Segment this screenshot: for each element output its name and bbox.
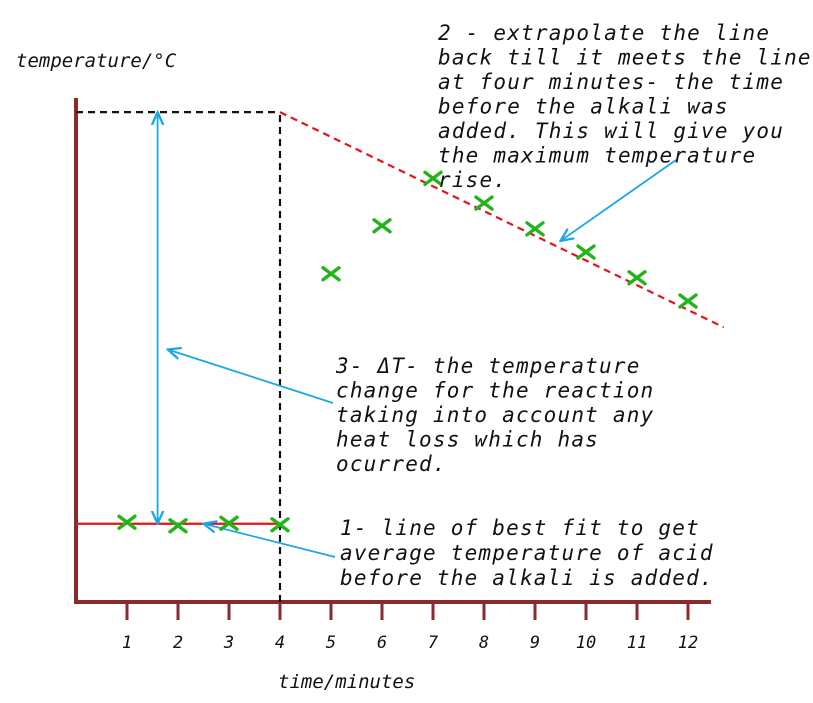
x-axis-ticks — [125, 602, 690, 620]
data-point — [219, 515, 239, 531]
data-point — [678, 293, 698, 309]
extrapolation-line — [279, 111, 725, 329]
annotation-arrows — [168, 159, 677, 558]
data-point — [168, 518, 188, 534]
y-axis-title: temperature/°C — [16, 50, 177, 72]
x-axis-tick-labels: 1 2 3 4 5 6 7 8 9 10 11 12 — [122, 633, 698, 653]
note-2-arrow — [561, 159, 677, 241]
data-point — [576, 244, 596, 260]
x-tick-label: 6 — [377, 633, 387, 653]
note-3-arrow — [168, 350, 334, 404]
x-tick-label: 12 — [678, 633, 698, 653]
x-tick-label: 1 — [122, 633, 132, 653]
data-point — [525, 221, 545, 237]
data-point — [270, 517, 290, 533]
data-point — [474, 195, 494, 211]
note-1-text: 1- line of best fit to get average temper… — [340, 516, 714, 590]
x-tick-label: 9 — [530, 633, 540, 653]
note-2-text: 2 - extrapolate the line back till it mee… — [438, 21, 812, 192]
x-axis-title: time/minutes — [278, 671, 415, 693]
data-point — [627, 270, 647, 286]
data-point — [117, 514, 137, 530]
x-tick-label: 8 — [479, 633, 489, 653]
chart-lines — [76, 111, 725, 602]
x-tick-label: 10 — [576, 633, 596, 653]
note-3-text: 3- ΔT- the temperature change for the rea… — [335, 354, 654, 476]
note-1-arrow — [204, 524, 336, 558]
x-tick-label: 7 — [428, 633, 439, 653]
x-tick-label: 3 — [223, 633, 234, 653]
x-tick-label: 11 — [627, 633, 647, 653]
x-tick-label: 5 — [326, 633, 336, 653]
x-tick-label: 4 — [275, 633, 285, 653]
annotations: 1- line of best fit to get average temper… — [335, 21, 812, 590]
data-point — [423, 170, 443, 187]
data-points — [117, 170, 698, 534]
x-tick-label: 2 — [173, 633, 183, 653]
data-point — [372, 218, 392, 234]
data-point — [321, 266, 341, 282]
